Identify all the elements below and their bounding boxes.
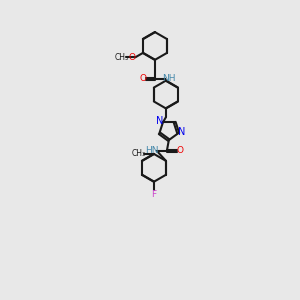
Text: HN: HN xyxy=(145,146,159,155)
Text: N: N xyxy=(178,127,185,137)
Text: CH₃: CH₃ xyxy=(132,149,146,158)
Text: O: O xyxy=(129,53,136,62)
Text: CH₃: CH₃ xyxy=(115,53,129,62)
Text: N: N xyxy=(156,116,163,126)
Text: O: O xyxy=(139,74,146,83)
Text: NH: NH xyxy=(163,74,176,83)
Text: F: F xyxy=(152,190,157,199)
Text: O: O xyxy=(177,146,184,155)
